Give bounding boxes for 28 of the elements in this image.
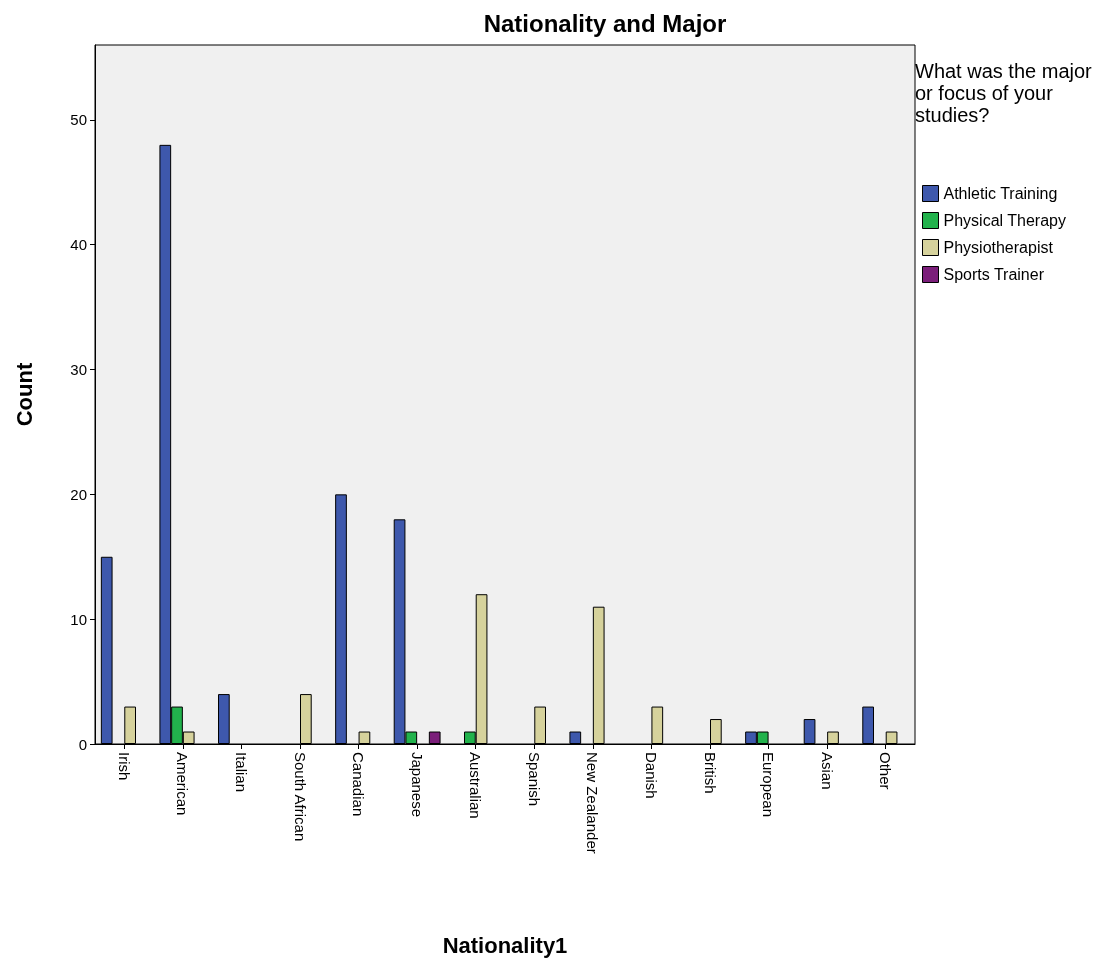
x-tick-label: Japanese bbox=[408, 752, 426, 818]
x-tick-label: New Zealander bbox=[584, 752, 602, 854]
legend-label: Athletic Training bbox=[943, 185, 1058, 202]
y-tick-label: 30 bbox=[70, 361, 87, 379]
y-axis-title: Count bbox=[11, 362, 37, 427]
legend-label: Sports Trainer bbox=[943, 266, 1045, 283]
chart-title: Nationality and Major bbox=[483, 9, 727, 37]
legend-title: What was the major or focus of your studies? bbox=[915, 60, 1098, 126]
legend-label: Physical Therapy bbox=[943, 212, 1066, 229]
x-tick-label: Australian bbox=[467, 752, 485, 819]
x-tick-label: Irish bbox=[115, 752, 133, 781]
x-tick-label: Canadian bbox=[350, 752, 368, 817]
x-tick-label: Asian bbox=[818, 752, 836, 790]
x-tick-label: Other bbox=[877, 752, 895, 790]
x-tick-label: Spanish bbox=[525, 752, 543, 807]
x-tick-label: American bbox=[174, 752, 192, 816]
y-tick-label: 40 bbox=[70, 236, 87, 254]
y-tick-label: 20 bbox=[70, 485, 87, 503]
y-tick-label: 10 bbox=[70, 610, 87, 628]
x-tick-label: Danish bbox=[642, 752, 660, 799]
y-tick-label: 50 bbox=[70, 111, 87, 129]
legend-label: Physiotherapist bbox=[943, 239, 1054, 256]
x-tick-label: South African bbox=[291, 752, 309, 842]
y-tick-label: 0 bbox=[78, 735, 87, 753]
x-tick-label: British bbox=[701, 752, 719, 794]
x-tick-label: European bbox=[760, 752, 778, 818]
x-axis-title: Nationality1 bbox=[442, 932, 568, 958]
x-tick-label: Italian bbox=[232, 752, 250, 793]
